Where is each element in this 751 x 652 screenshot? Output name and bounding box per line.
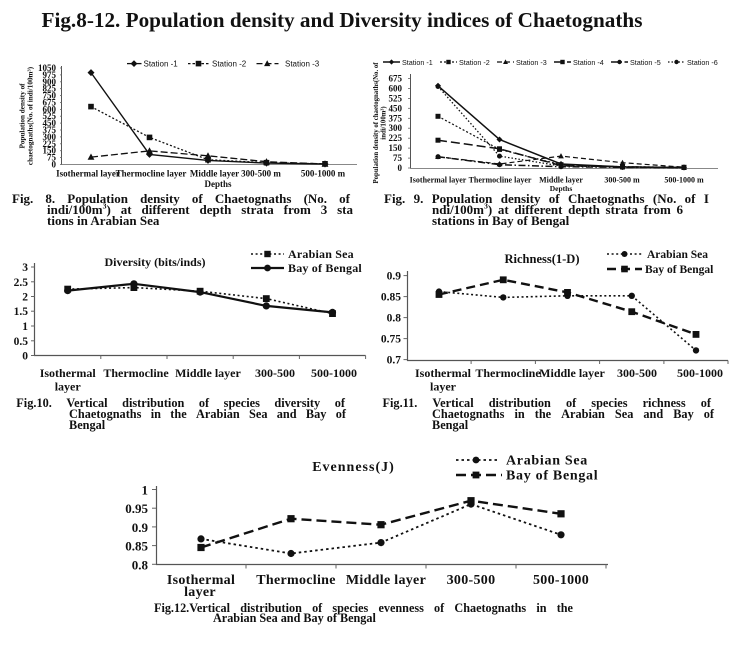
svg-text:150: 150 [43,146,57,156]
svg-text:Middle layer: Middle layer [190,169,239,179]
svg-text:Station -4: Station -4 [573,58,604,67]
svg-text:500-1000: 500-1000 [677,366,723,380]
svg-text:Depths: Depths [204,179,232,189]
svg-text:0: 0 [398,163,403,173]
svg-text:Richness(1-D): Richness(1-D) [505,252,580,266]
svg-text:0.9: 0.9 [387,271,402,283]
svg-text:Middle layer: Middle layer [539,176,583,185]
svg-text:Bay of Bengal: Bay of Bengal [506,469,598,484]
svg-text:375: 375 [43,125,57,135]
svg-text:Population density of chaetogn: Population density of chaetognaths(No. o… [373,62,380,184]
svg-text:indi/100m³): indi/100m³) [381,106,388,139]
svg-text:0.7: 0.7 [387,355,402,367]
svg-text:0.95: 0.95 [125,501,148,516]
svg-text:900: 900 [43,77,57,87]
svg-text:0.75: 0.75 [381,334,401,346]
svg-text:Station -3: Station -3 [285,60,320,69]
svg-text:675: 675 [389,74,403,84]
svg-text:525: 525 [389,93,403,103]
svg-text:Station -6: Station -6 [687,58,718,67]
svg-text:Arabian Sea: Arabian Sea [647,249,708,261]
svg-text:layer: layer [184,585,216,600]
svg-text:Isothermal: Isothermal [167,573,235,588]
svg-text:0.8: 0.8 [132,557,149,572]
svg-text:0.85: 0.85 [125,539,148,554]
svg-text:0.85: 0.85 [381,292,401,304]
svg-text:1.5: 1.5 [14,306,29,318]
svg-text:Thermocline layer: Thermocline layer [469,176,532,185]
svg-text:0: 0 [22,351,28,363]
svg-text:300-500: 300-500 [617,366,657,380]
svg-text:Middle layer: Middle layer [346,573,426,588]
svg-text:Isothermal layer: Isothermal layer [56,169,120,179]
svg-text:layer: layer [430,380,457,394]
svg-text:layer: layer [55,380,82,394]
svg-text:Thermocline: Thermocline [103,366,169,380]
svg-text:300-500: 300-500 [255,366,295,380]
svg-text:500-1000 m: 500-1000 m [664,176,704,185]
svg-text:2.5: 2.5 [14,277,29,289]
svg-text:Middle layer: Middle layer [175,366,241,380]
svg-text:Station -1: Station -1 [144,60,179,69]
svg-text:Isothermal: Isothermal [415,366,472,380]
svg-text:0.8: 0.8 [387,313,402,325]
svg-text:450: 450 [389,103,403,113]
svg-text:975: 975 [43,70,57,80]
svg-text:225: 225 [389,133,403,143]
svg-text:525: 525 [43,111,57,121]
svg-text:300-500 m: 300-500 m [604,176,640,185]
svg-text:3: 3 [22,262,28,274]
svg-text:Station -3: Station -3 [516,58,547,67]
svg-text:Population density of: Population density of [19,83,27,149]
svg-text:300-500: 300-500 [447,573,496,588]
svg-text:Thermocline layer: Thermocline layer [116,169,187,179]
svg-text:Station -2: Station -2 [212,60,247,69]
svg-text:0.9: 0.9 [132,520,149,535]
svg-text:75: 75 [393,153,403,163]
svg-text:375: 375 [389,113,403,123]
svg-text:Arabian Sea: Arabian Sea [506,454,588,469]
svg-text:Station -1: Station -1 [402,58,433,67]
svg-text:750: 750 [43,91,57,101]
svg-text:300-500 m: 300-500 m [241,169,281,179]
svg-text:0.5: 0.5 [14,336,29,348]
svg-text:450: 450 [43,118,57,128]
svg-text:500-1000: 500-1000 [311,366,357,380]
svg-text:Thermocline: Thermocline [475,366,541,380]
svg-text:300: 300 [389,123,403,133]
svg-text:Diversity (bits/inds): Diversity (bits/inds) [104,255,205,269]
svg-text:825: 825 [43,84,57,94]
svg-text:675: 675 [43,98,57,108]
svg-text:Station -2: Station -2 [459,58,490,67]
svg-text:300: 300 [43,132,57,142]
svg-text:Evenness(J): Evenness(J) [312,460,395,475]
svg-text:500-1000: 500-1000 [533,573,589,588]
svg-text:500-1000 m: 500-1000 m [301,169,346,179]
svg-text:2: 2 [22,292,28,304]
svg-text:600: 600 [389,83,403,93]
svg-text:150: 150 [389,143,403,153]
svg-text:Depths: Depths [550,184,573,193]
svg-text:0: 0 [52,160,57,170]
svg-text:1: 1 [142,483,149,498]
svg-text:Isothermal layer: Isothermal layer [410,176,467,185]
svg-text:chaetognaths(No. of indi/100m³: chaetognaths(No. of indi/100m³) [27,66,35,165]
svg-text:1050: 1050 [38,63,57,73]
svg-text:75: 75 [47,153,57,163]
svg-text:600: 600 [43,104,57,114]
svg-text:Bay of Bengal: Bay of Bengal [645,264,713,276]
svg-text:Arabian Sea: Arabian Sea [288,247,354,261]
svg-text:Bay of Bengal: Bay of Bengal [288,261,362,275]
svg-text:Isothermal: Isothermal [40,366,97,380]
svg-text:Middle layer: Middle layer [539,366,605,380]
svg-text:Station -5: Station -5 [630,58,661,67]
svg-text:Thermocline: Thermocline [256,573,336,588]
svg-text:225: 225 [43,139,57,149]
svg-text:1: 1 [22,321,28,333]
